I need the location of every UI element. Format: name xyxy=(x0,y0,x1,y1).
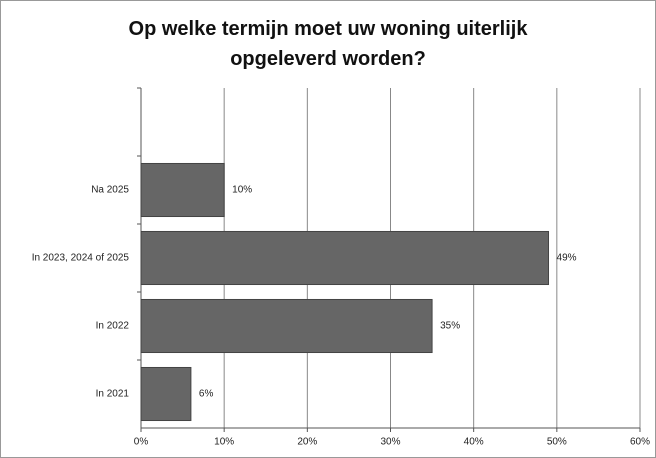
data-label: 49% xyxy=(557,253,577,264)
bar xyxy=(140,230,550,286)
x-tick-label: 10% xyxy=(214,437,234,448)
x-tick-label: 40% xyxy=(464,437,484,448)
x-tick-label: 20% xyxy=(297,437,317,448)
bar xyxy=(140,162,225,218)
y-tick-label: In 2023, 2024 of 2025 xyxy=(32,253,130,264)
data-label: 10% xyxy=(232,185,252,196)
bar xyxy=(140,366,192,422)
x-tick-label: 0% xyxy=(134,437,149,448)
data-label: 6% xyxy=(199,389,214,400)
data-label: 35% xyxy=(440,321,460,332)
y-tick-label: In 2021 xyxy=(96,389,130,400)
chart-title: Op welke termijn moet uw woning uiterlij… xyxy=(128,18,528,70)
x-tick-label: 60% xyxy=(630,437,650,448)
x-tick-label: 30% xyxy=(380,437,400,448)
y-tick-label: Na 2025 xyxy=(91,185,129,196)
bar xyxy=(140,298,433,354)
x-tick-label: 50% xyxy=(547,437,567,448)
y-tick-label: In 2022 xyxy=(96,321,130,332)
